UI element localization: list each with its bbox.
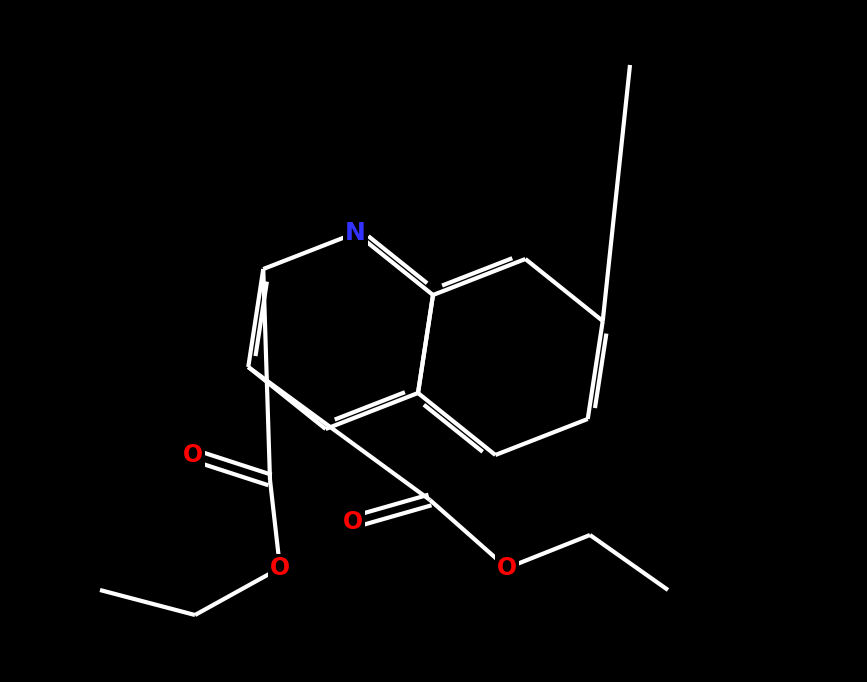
Text: O: O <box>270 556 290 580</box>
Text: O: O <box>183 443 203 467</box>
Text: N: N <box>345 221 366 245</box>
Text: O: O <box>343 510 363 534</box>
Text: O: O <box>497 556 517 580</box>
